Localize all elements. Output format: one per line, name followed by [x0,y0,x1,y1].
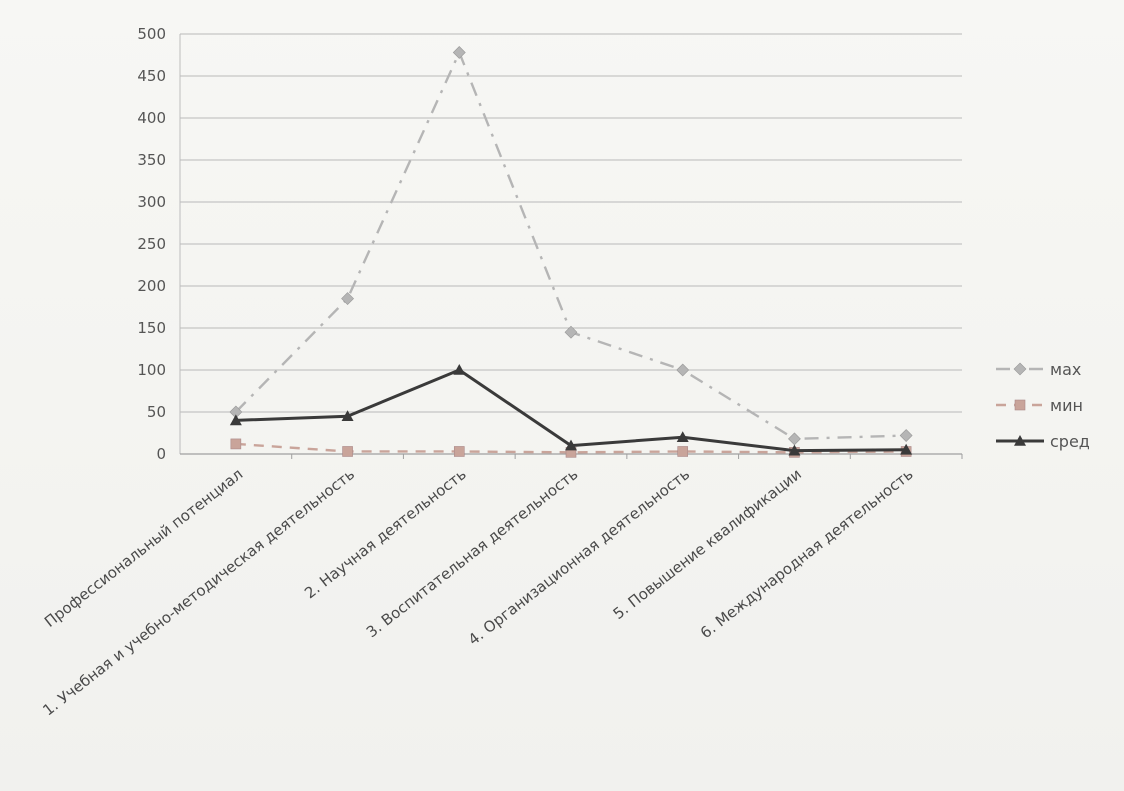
legend-label: сред [1050,432,1090,451]
x-tick-label: Профессиональный потенциал [41,465,246,631]
series-1 [229,46,913,446]
legend-label: мах [1050,360,1081,379]
legend-marker [1013,362,1027,376]
x-tick-label: 4. Организационная деятельность [465,465,693,649]
x-tick-label: 6. Международная деятельность [697,465,917,642]
y-tick-label: 150 [137,319,166,337]
data-point [899,429,913,442]
data-point [676,363,690,377]
legend-marker [1014,435,1026,446]
y-tick-label: 200 [137,277,166,295]
series-lines [229,46,913,458]
data-point [788,444,801,456]
legend-item: мах [996,360,1081,379]
data-point [565,439,577,451]
y-tick-label: 450 [137,67,166,85]
legend-label: мин [1050,396,1083,415]
series-line [235,51,907,441]
x-tick-label: 5. Повышение квалификации [610,465,805,623]
y-axis: 0 50 100 150 200 250 300 350 400 450 500 [137,25,166,463]
y-tick-label: 0 [156,445,166,463]
series-3 [229,364,913,456]
y-tick-label: 250 [137,235,166,253]
data-point [564,325,578,339]
data-point [341,410,354,421]
gridlines [179,33,962,455]
data-point [342,446,353,457]
data-point [788,432,801,446]
data-point [900,443,913,455]
y-tick-label: 100 [137,361,166,379]
legend-marker [1014,399,1026,411]
data-point [453,364,466,375]
y-tick-label: 400 [137,109,166,127]
legend: мах мин сред [996,360,1090,451]
y-tick-label: 350 [137,151,166,169]
data-point [230,438,242,450]
data-point [677,446,689,457]
legend-item: мин [996,396,1083,415]
data-point [452,46,466,59]
y-tick-label: 500 [137,25,166,43]
y-tick-label: 50 [147,403,166,421]
data-point [341,292,354,306]
data-point [676,431,689,442]
legend-item: сред [996,432,1090,451]
y-tick-label: 300 [137,193,166,211]
data-point [453,446,465,457]
x-tick-label: 3. Воспитательная деятельность [363,465,582,641]
data-point [229,414,242,426]
